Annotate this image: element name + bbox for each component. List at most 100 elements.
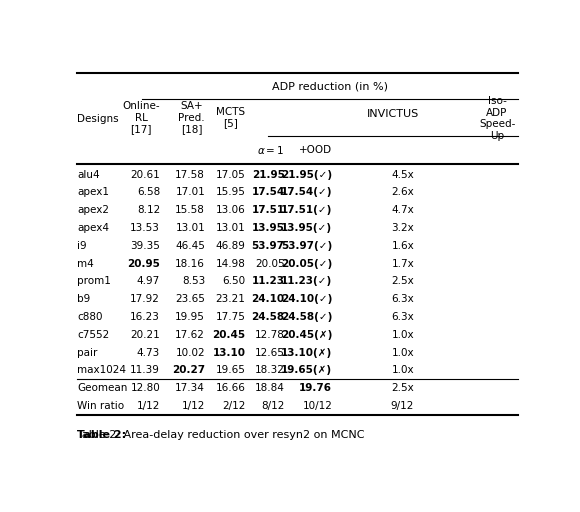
Text: 19.65(✗): 19.65(✗)	[281, 366, 332, 375]
Text: 16.66: 16.66	[216, 383, 245, 393]
Text: 20.21: 20.21	[130, 330, 160, 340]
Text: 6.58: 6.58	[137, 187, 160, 198]
Text: 20.05: 20.05	[255, 259, 285, 269]
Text: b9: b9	[77, 294, 90, 304]
Text: 17.62: 17.62	[175, 330, 205, 340]
Text: Geomean: Geomean	[77, 383, 128, 393]
Text: 14.98: 14.98	[216, 259, 245, 269]
Text: 18.32: 18.32	[255, 366, 285, 375]
Text: 1.6x: 1.6x	[392, 241, 414, 251]
Text: 53.97: 53.97	[252, 241, 285, 251]
Text: 24.10(✓): 24.10(✓)	[281, 294, 332, 304]
Text: 2.6x: 2.6x	[392, 187, 414, 198]
Text: 21.95(✓): 21.95(✓)	[281, 169, 332, 180]
Text: 13.06: 13.06	[216, 205, 245, 215]
Text: Iso-
ADP
Speed-
Up: Iso- ADP Speed- Up	[479, 96, 515, 141]
Text: 17.75: 17.75	[216, 312, 245, 322]
Text: i9: i9	[77, 241, 86, 251]
Text: 19.76: 19.76	[299, 383, 332, 393]
Text: 12.80: 12.80	[130, 383, 160, 393]
Text: 3.2x: 3.2x	[392, 223, 414, 233]
Text: max1024: max1024	[77, 366, 126, 375]
Text: 19.95: 19.95	[175, 312, 205, 322]
Text: 24.58(✓): 24.58(✓)	[281, 312, 332, 322]
Text: 8/12: 8/12	[261, 401, 285, 411]
Text: 17.34: 17.34	[175, 383, 205, 393]
Text: 20.27: 20.27	[172, 366, 205, 375]
Text: 8.12: 8.12	[137, 205, 160, 215]
Text: +OOD: +OOD	[299, 145, 332, 155]
Text: 1/12: 1/12	[182, 401, 205, 411]
Text: 18.16: 18.16	[175, 259, 205, 269]
Text: 20.95: 20.95	[127, 259, 160, 269]
Text: 20.45(✗): 20.45(✗)	[281, 330, 332, 340]
Text: 10/12: 10/12	[302, 401, 332, 411]
Text: SA+
Pred.
[18]: SA+ Pred. [18]	[179, 101, 205, 134]
Text: apex4: apex4	[77, 223, 109, 233]
Text: 13.95(✓): 13.95(✓)	[281, 223, 332, 233]
Text: Table 2:: Table 2:	[77, 430, 126, 440]
Text: 17.54(✓): 17.54(✓)	[281, 187, 332, 198]
Text: INVICTUS: INVICTUS	[367, 109, 419, 119]
Text: 15.95: 15.95	[216, 187, 245, 198]
Text: 23.21: 23.21	[216, 294, 245, 304]
Text: 4.7x: 4.7x	[392, 205, 414, 215]
Text: alu4: alu4	[77, 169, 100, 180]
Text: 6.3x: 6.3x	[392, 294, 414, 304]
Text: 13.95: 13.95	[252, 223, 285, 233]
Text: $\alpha = 1$: $\alpha = 1$	[258, 144, 285, 156]
Text: 4.73: 4.73	[137, 348, 160, 357]
Text: 46.45: 46.45	[175, 241, 205, 251]
Text: 53.97(✓): 53.97(✓)	[281, 241, 332, 251]
Text: 17.54: 17.54	[251, 187, 285, 198]
Text: apex1: apex1	[77, 187, 109, 198]
Text: 6.50: 6.50	[223, 276, 245, 286]
Text: 13.53: 13.53	[130, 223, 160, 233]
Text: Designs: Designs	[77, 114, 119, 123]
Text: 1.0x: 1.0x	[392, 348, 414, 357]
Text: 17.05: 17.05	[216, 169, 245, 180]
Text: 1.0x: 1.0x	[392, 366, 414, 375]
Text: 11.23: 11.23	[252, 276, 285, 286]
Text: prom1: prom1	[77, 276, 111, 286]
Text: 4.97: 4.97	[137, 276, 160, 286]
Text: 13.10(✗): 13.10(✗)	[281, 348, 332, 357]
Text: 1.0x: 1.0x	[392, 330, 414, 340]
Text: 12.78: 12.78	[255, 330, 285, 340]
Text: 13.10: 13.10	[212, 348, 245, 357]
Text: ADP reduction (in %): ADP reduction (in %)	[272, 81, 388, 91]
Text: 23.65: 23.65	[175, 294, 205, 304]
Text: 11.39: 11.39	[130, 366, 160, 375]
Text: 20.45: 20.45	[212, 330, 245, 340]
Text: 1.7x: 1.7x	[392, 259, 414, 269]
Text: 2.5x: 2.5x	[392, 276, 414, 286]
Text: 9/12: 9/12	[391, 401, 414, 411]
Text: 46.89: 46.89	[216, 241, 245, 251]
Text: 17.92: 17.92	[130, 294, 160, 304]
Text: 2.5x: 2.5x	[392, 383, 414, 393]
Text: 17.58: 17.58	[175, 169, 205, 180]
Text: 13.01: 13.01	[175, 223, 205, 233]
Text: c880: c880	[77, 312, 103, 322]
Text: 4.5x: 4.5x	[392, 169, 414, 180]
Text: 17.51(✓): 17.51(✓)	[281, 205, 332, 215]
Text: m4: m4	[77, 259, 94, 269]
Text: Online-
RL
[17]: Online- RL [17]	[122, 101, 160, 134]
Text: 24.58: 24.58	[252, 312, 285, 322]
Text: 24.10: 24.10	[252, 294, 285, 304]
Text: Table 2: Area-delay reduction over resyn2 on MCNC: Table 2: Area-delay reduction over resyn…	[77, 430, 364, 440]
Text: 17.51: 17.51	[252, 205, 285, 215]
Text: pair: pair	[77, 348, 97, 357]
Text: 16.23: 16.23	[130, 312, 160, 322]
Text: 6.3x: 6.3x	[392, 312, 414, 322]
Text: 8.53: 8.53	[182, 276, 205, 286]
Text: 20.61: 20.61	[130, 169, 160, 180]
Text: 21.95: 21.95	[252, 169, 285, 180]
Text: 39.35: 39.35	[130, 241, 160, 251]
Text: 11.23(✓): 11.23(✓)	[281, 276, 332, 286]
Text: 15.58: 15.58	[175, 205, 205, 215]
Text: c7552: c7552	[77, 330, 109, 340]
Text: 1/12: 1/12	[137, 401, 160, 411]
Text: 18.84: 18.84	[255, 383, 285, 393]
Text: 13.01: 13.01	[216, 223, 245, 233]
